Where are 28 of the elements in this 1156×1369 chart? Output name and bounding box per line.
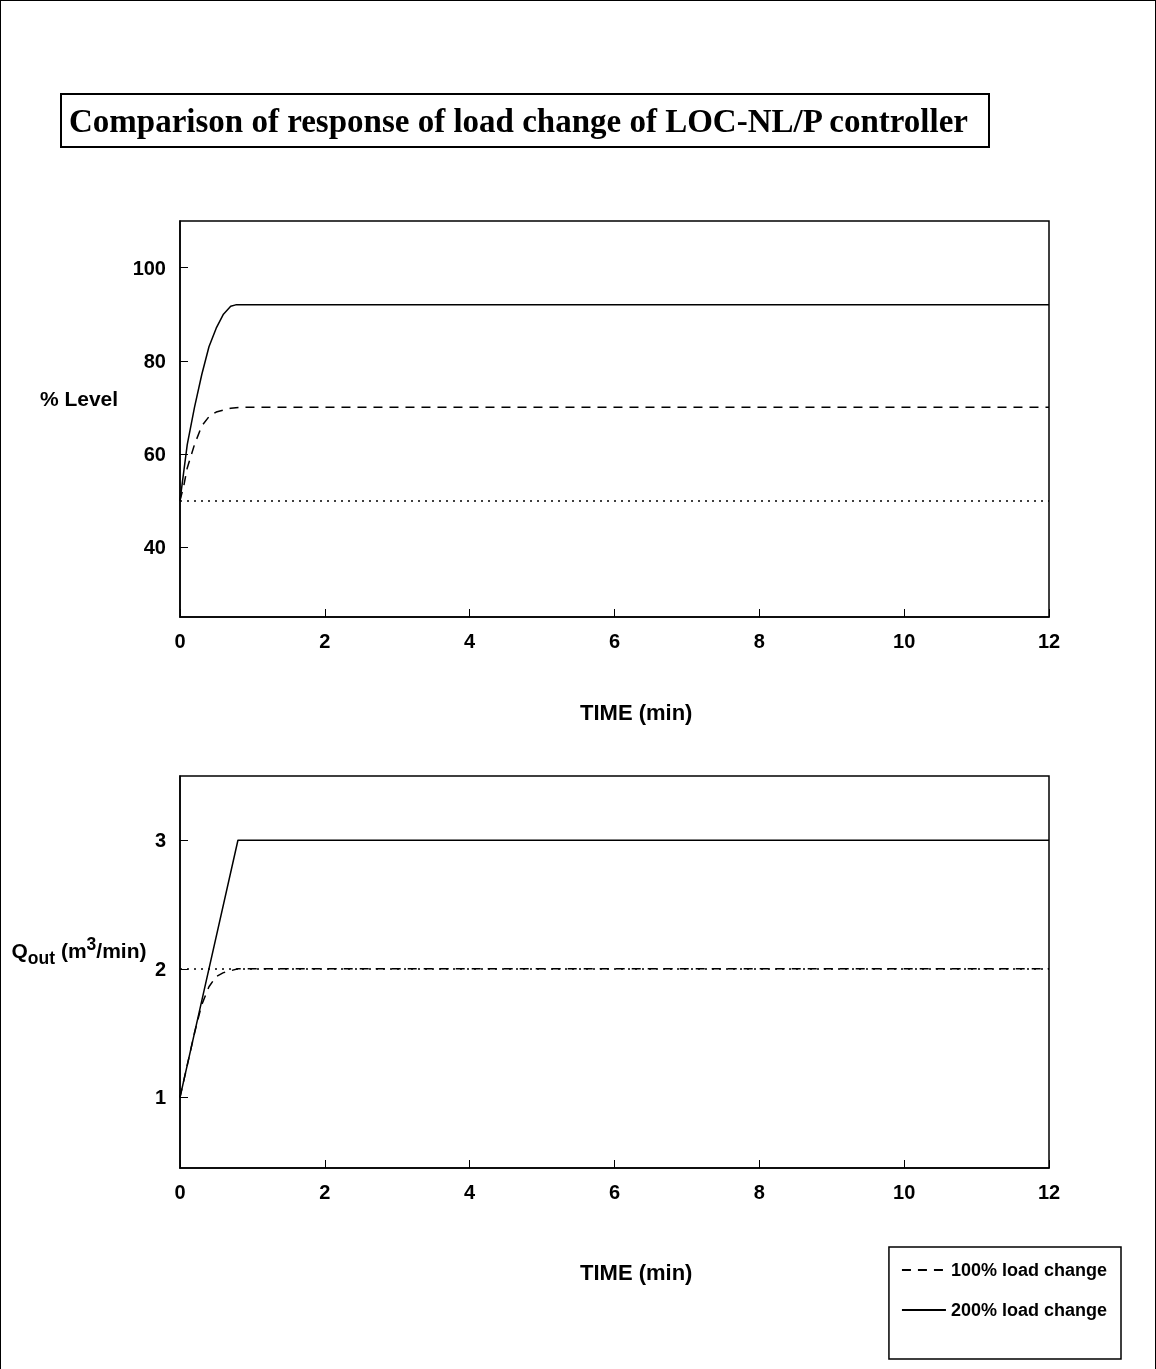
x-tick-label: 12: [1037, 630, 1061, 652]
legend-label: 200% load change: [950, 1300, 1107, 1320]
x-axis-title: TIME (min): [580, 1259, 693, 1285]
y-tick-label: 2: [154, 957, 166, 980]
x-tick-label: 4: [464, 1181, 477, 1203]
x-tick-label: 6: [608, 630, 621, 652]
y-tick-label: 1: [154, 1086, 166, 1109]
x-tick-label: 0: [174, 1181, 186, 1203]
chart-title: Comparison of response of load change of LOC-NL/P controller: [69, 102, 968, 139]
y-axis-title: % Level: [38, 385, 120, 412]
x-tick-label: 8: [753, 1181, 765, 1203]
y-tick-label: 60: [143, 442, 166, 465]
x-tick-label: 2: [319, 1181, 331, 1203]
x-tick-label: 10: [893, 630, 916, 652]
x-tick-label: 0: [174, 630, 186, 652]
y-axis-title: Q$_{out}$ (m$^{3}$/min): [10, 934, 148, 970]
y-tick-label: 100: [132, 256, 166, 279]
x-tick-label: 12: [1037, 1181, 1061, 1203]
y-tick-label: 80: [143, 349, 166, 372]
x-tick-label: 4: [464, 630, 477, 652]
x-tick-label: 6: [608, 1181, 621, 1203]
x-axis-title: TIME (min): [580, 699, 693, 725]
x-tick-label: 10: [893, 1181, 916, 1203]
legend-label: 100% load change: [950, 1260, 1107, 1280]
y-tick-label: 3: [154, 829, 166, 852]
x-tick-label: 8: [753, 630, 765, 652]
y-tick-label: 40: [143, 536, 166, 559]
x-tick-label: 2: [319, 630, 331, 652]
